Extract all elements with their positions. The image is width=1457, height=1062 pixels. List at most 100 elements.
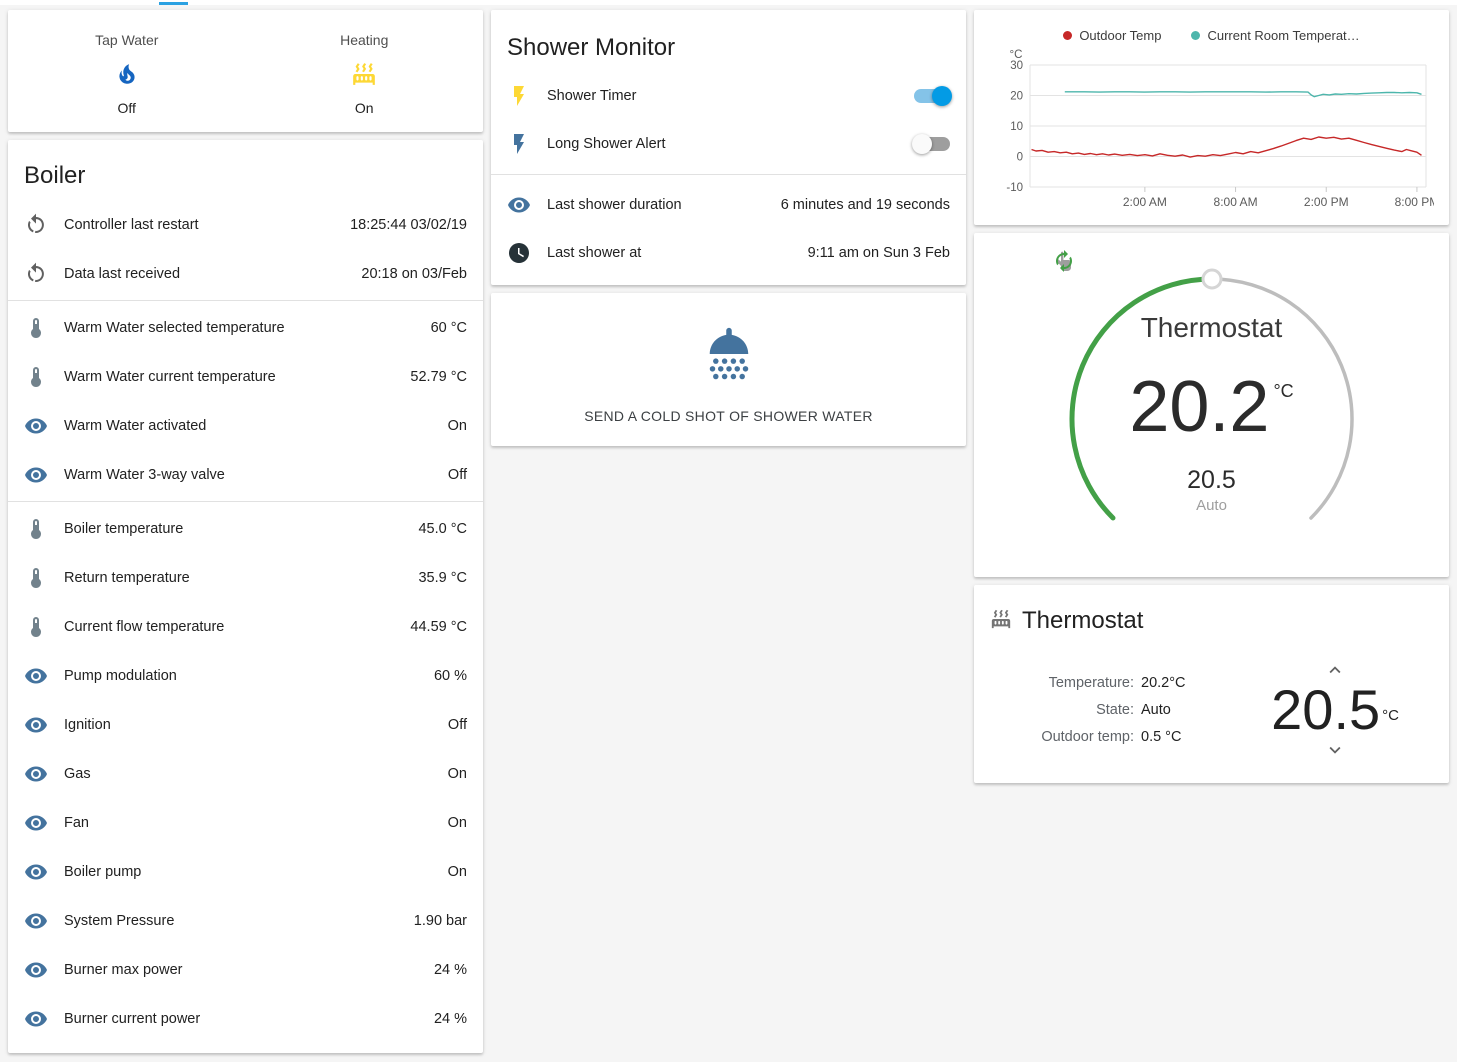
entity-name: Return temperature — [64, 569, 190, 586]
entity-row-burner-current-power[interactable]: Burner current power 24 % — [24, 994, 467, 1043]
legend-color-dot — [1191, 31, 1201, 40]
clock-icon — [509, 243, 529, 263]
long-shower-alert-toggle[interactable] — [912, 134, 950, 154]
attribute-value: 20.2°C — [1141, 674, 1186, 691]
entity-state: On — [447, 417, 467, 434]
axis-label: 2:00 PM — [1303, 195, 1348, 209]
legend-item-outdoor-temp[interactable]: Outdoor Temp — [1063, 28, 1161, 43]
boiler-entity-list: Controller last restart 18:25:44 03/02/19… — [8, 200, 483, 1043]
eye-icon — [25, 962, 47, 977]
left-column: Tap Water Off Heating On Boiler Controller … — [8, 10, 483, 1053]
temperature-chart[interactable]: 30 20 10 0 -10 2:00 AM 8:00 AM 2:00 PM 8:00 PM °C — [990, 47, 1434, 215]
restart-icon — [27, 262, 44, 282]
entity-name: Warm Water current temperature — [64, 368, 276, 385]
entity-state: 9:11 am on Sun 3 Feb — [807, 245, 950, 261]
middle-column: Shower Monitor Shower Timer Long Shower A… — [491, 10, 966, 446]
thermometer-icon — [31, 518, 41, 539]
chevron-down-icon — [1329, 746, 1341, 754]
entity-row-system-pressure[interactable]: System Pressure 1.90 bar — [24, 896, 467, 945]
thermometer-icon — [31, 317, 41, 338]
entity-state: On — [447, 814, 467, 831]
thermostat-icon-slot — [990, 608, 1012, 635]
axis-label: 20 — [1010, 91, 1023, 103]
active-tab-indicator — [159, 2, 188, 5]
entity-name: Burner current power — [64, 1010, 201, 1027]
boiler-section: Controller last restart 18:25:44 03/02/19… — [24, 200, 467, 298]
temperature-up-button[interactable] — [1318, 659, 1352, 681]
thermostat-dial: Thermostat 20.2 °C 20.5 Auto — [1052, 249, 1372, 561]
glance-item-heating[interactable]: Heating On — [246, 32, 484, 116]
entity-row-return-temperature[interactable]: Return temperature 35.9 °C — [24, 553, 467, 602]
axis-label: 2:00 AM — [1122, 195, 1166, 209]
eye-icon — [25, 668, 47, 683]
dial-arc-rest — [1209, 277, 1354, 520]
axis-label: -10 — [1006, 182, 1023, 194]
entity-state: 6 minutes and 19 seconds — [780, 197, 950, 213]
entity-name: System Pressure — [64, 912, 175, 929]
glance-entity-state: Off — [117, 100, 136, 116]
entity-row-current-flow-temperature[interactable]: Current flow temperature 44.59 °C — [24, 602, 467, 651]
entity-name: Controller last restart — [64, 216, 199, 233]
legend-color-dot — [1063, 31, 1073, 40]
entity-row-data-last-received[interactable]: Data last received 20:18 on 03/Feb — [24, 249, 467, 298]
dial-knob[interactable] — [1201, 268, 1222, 290]
eye-icon — [25, 1011, 47, 1026]
thermostat-card-header: Thermostat — [990, 607, 1433, 635]
axis-label: 10 — [1010, 121, 1023, 133]
entity-row-boiler-pump[interactable]: Boiler pump On — [24, 847, 467, 896]
entity-row-last-shower-duration[interactable]: Last shower duration 6 minutes and 19 sec… — [507, 181, 950, 229]
shower-toggle-list: Shower Timer Long Shower Alert — [507, 72, 952, 168]
switch-thumb — [932, 86, 952, 106]
eye-icon — [25, 766, 47, 781]
entity-row-burner-max-power[interactable]: Burner max power 24 % — [24, 945, 467, 994]
entity-row-warm-water-activated[interactable]: Warm Water activated On — [24, 401, 467, 450]
current-temperature-row: 20.2 °C — [1129, 371, 1293, 443]
entity-state: Off — [447, 466, 467, 483]
entity-state: 18:25:44 03/02/19 — [350, 216, 467, 233]
restart-icon — [27, 213, 44, 233]
entity-state: 35.9 °C — [418, 569, 467, 586]
right-column: Outdoor Temp Current Room Temperat… 30 20 1… — [974, 10, 1449, 783]
hvac-mode: Auto — [1196, 497, 1227, 514]
entity-row-pump-modulation[interactable]: Pump modulation 60 % — [24, 651, 467, 700]
entity-row-warm-water-selected-temperature[interactable]: Warm Water selected temperature 60 °C — [24, 303, 467, 352]
flash-icon — [514, 134, 524, 154]
thermostat-dial-svg[interactable] — [1052, 249, 1372, 561]
entity-row-fan[interactable]: Fan On — [24, 798, 467, 847]
entity-row-boiler-temperature[interactable]: Boiler temperature 45.0 °C — [24, 504, 467, 553]
entity-state: 52.79 °C — [410, 368, 467, 385]
entity-row-gas[interactable]: Gas On — [24, 749, 467, 798]
eye-icon — [25, 467, 47, 482]
entity-state: 45.0 °C — [418, 520, 467, 537]
send-cold-shot-button[interactable]: SEND A COLD SHOT OF SHOWER WATER — [584, 408, 873, 424]
entity-name: Warm Water activated — [64, 417, 207, 434]
attribute-label: State: — [1096, 701, 1134, 718]
chart-legend: Outdoor Temp Current Room Temperat… — [988, 28, 1435, 43]
axis-label: 8:00 PM — [1394, 195, 1433, 209]
entity-name: Boiler temperature — [64, 520, 184, 537]
tab-bar — [0, 0, 1457, 5]
eye-icon — [25, 418, 47, 433]
entity-state: 44.59 °C — [410, 618, 467, 635]
current-temperature-unit: °C — [1273, 381, 1294, 401]
entity-row-ignition[interactable]: Ignition Off — [24, 700, 467, 749]
entity-row-warm-water-3-way-valve[interactable]: Warm Water 3-way valve Off — [24, 450, 467, 499]
temperature-down-button[interactable] — [1318, 739, 1352, 761]
boiler-card-title: Boiler — [24, 162, 86, 189]
legend-item-current-room-temperat[interactable]: Current Room Temperat… — [1191, 28, 1360, 43]
legend-label: Outdoor Temp — [1079, 28, 1162, 43]
entity-state: 1.90 bar — [413, 912, 467, 929]
entity-row-last-shower-at[interactable]: Last shower at 9:11 am on Sun 3 Feb — [507, 229, 950, 277]
entity-state: Off — [447, 716, 467, 733]
entity-row-controller-last-restart[interactable]: Controller last restart 18:25:44 03/02/19 — [24, 200, 467, 249]
glance-item-tap-water[interactable]: Tap Water Off — [8, 32, 246, 116]
attribute-row: Outdoor temp: 0.5 °C — [1016, 724, 1186, 751]
gauge-text: Thermostat 20.2 °C 20.5 Auto — [1052, 249, 1372, 561]
boiler-section: Boiler temperature 45.0 °C Return temperat… — [8, 501, 483, 1043]
shower-head-icon — [709, 327, 748, 380]
entity-name: Fan — [64, 814, 89, 831]
chevron-up-icon — [1329, 666, 1341, 674]
shower-icon-slot — [696, 321, 762, 392]
shower-timer-toggle[interactable] — [914, 86, 952, 106]
entity-row-warm-water-current-temperature[interactable]: Warm Water current temperature 52.79 °C — [24, 352, 467, 401]
